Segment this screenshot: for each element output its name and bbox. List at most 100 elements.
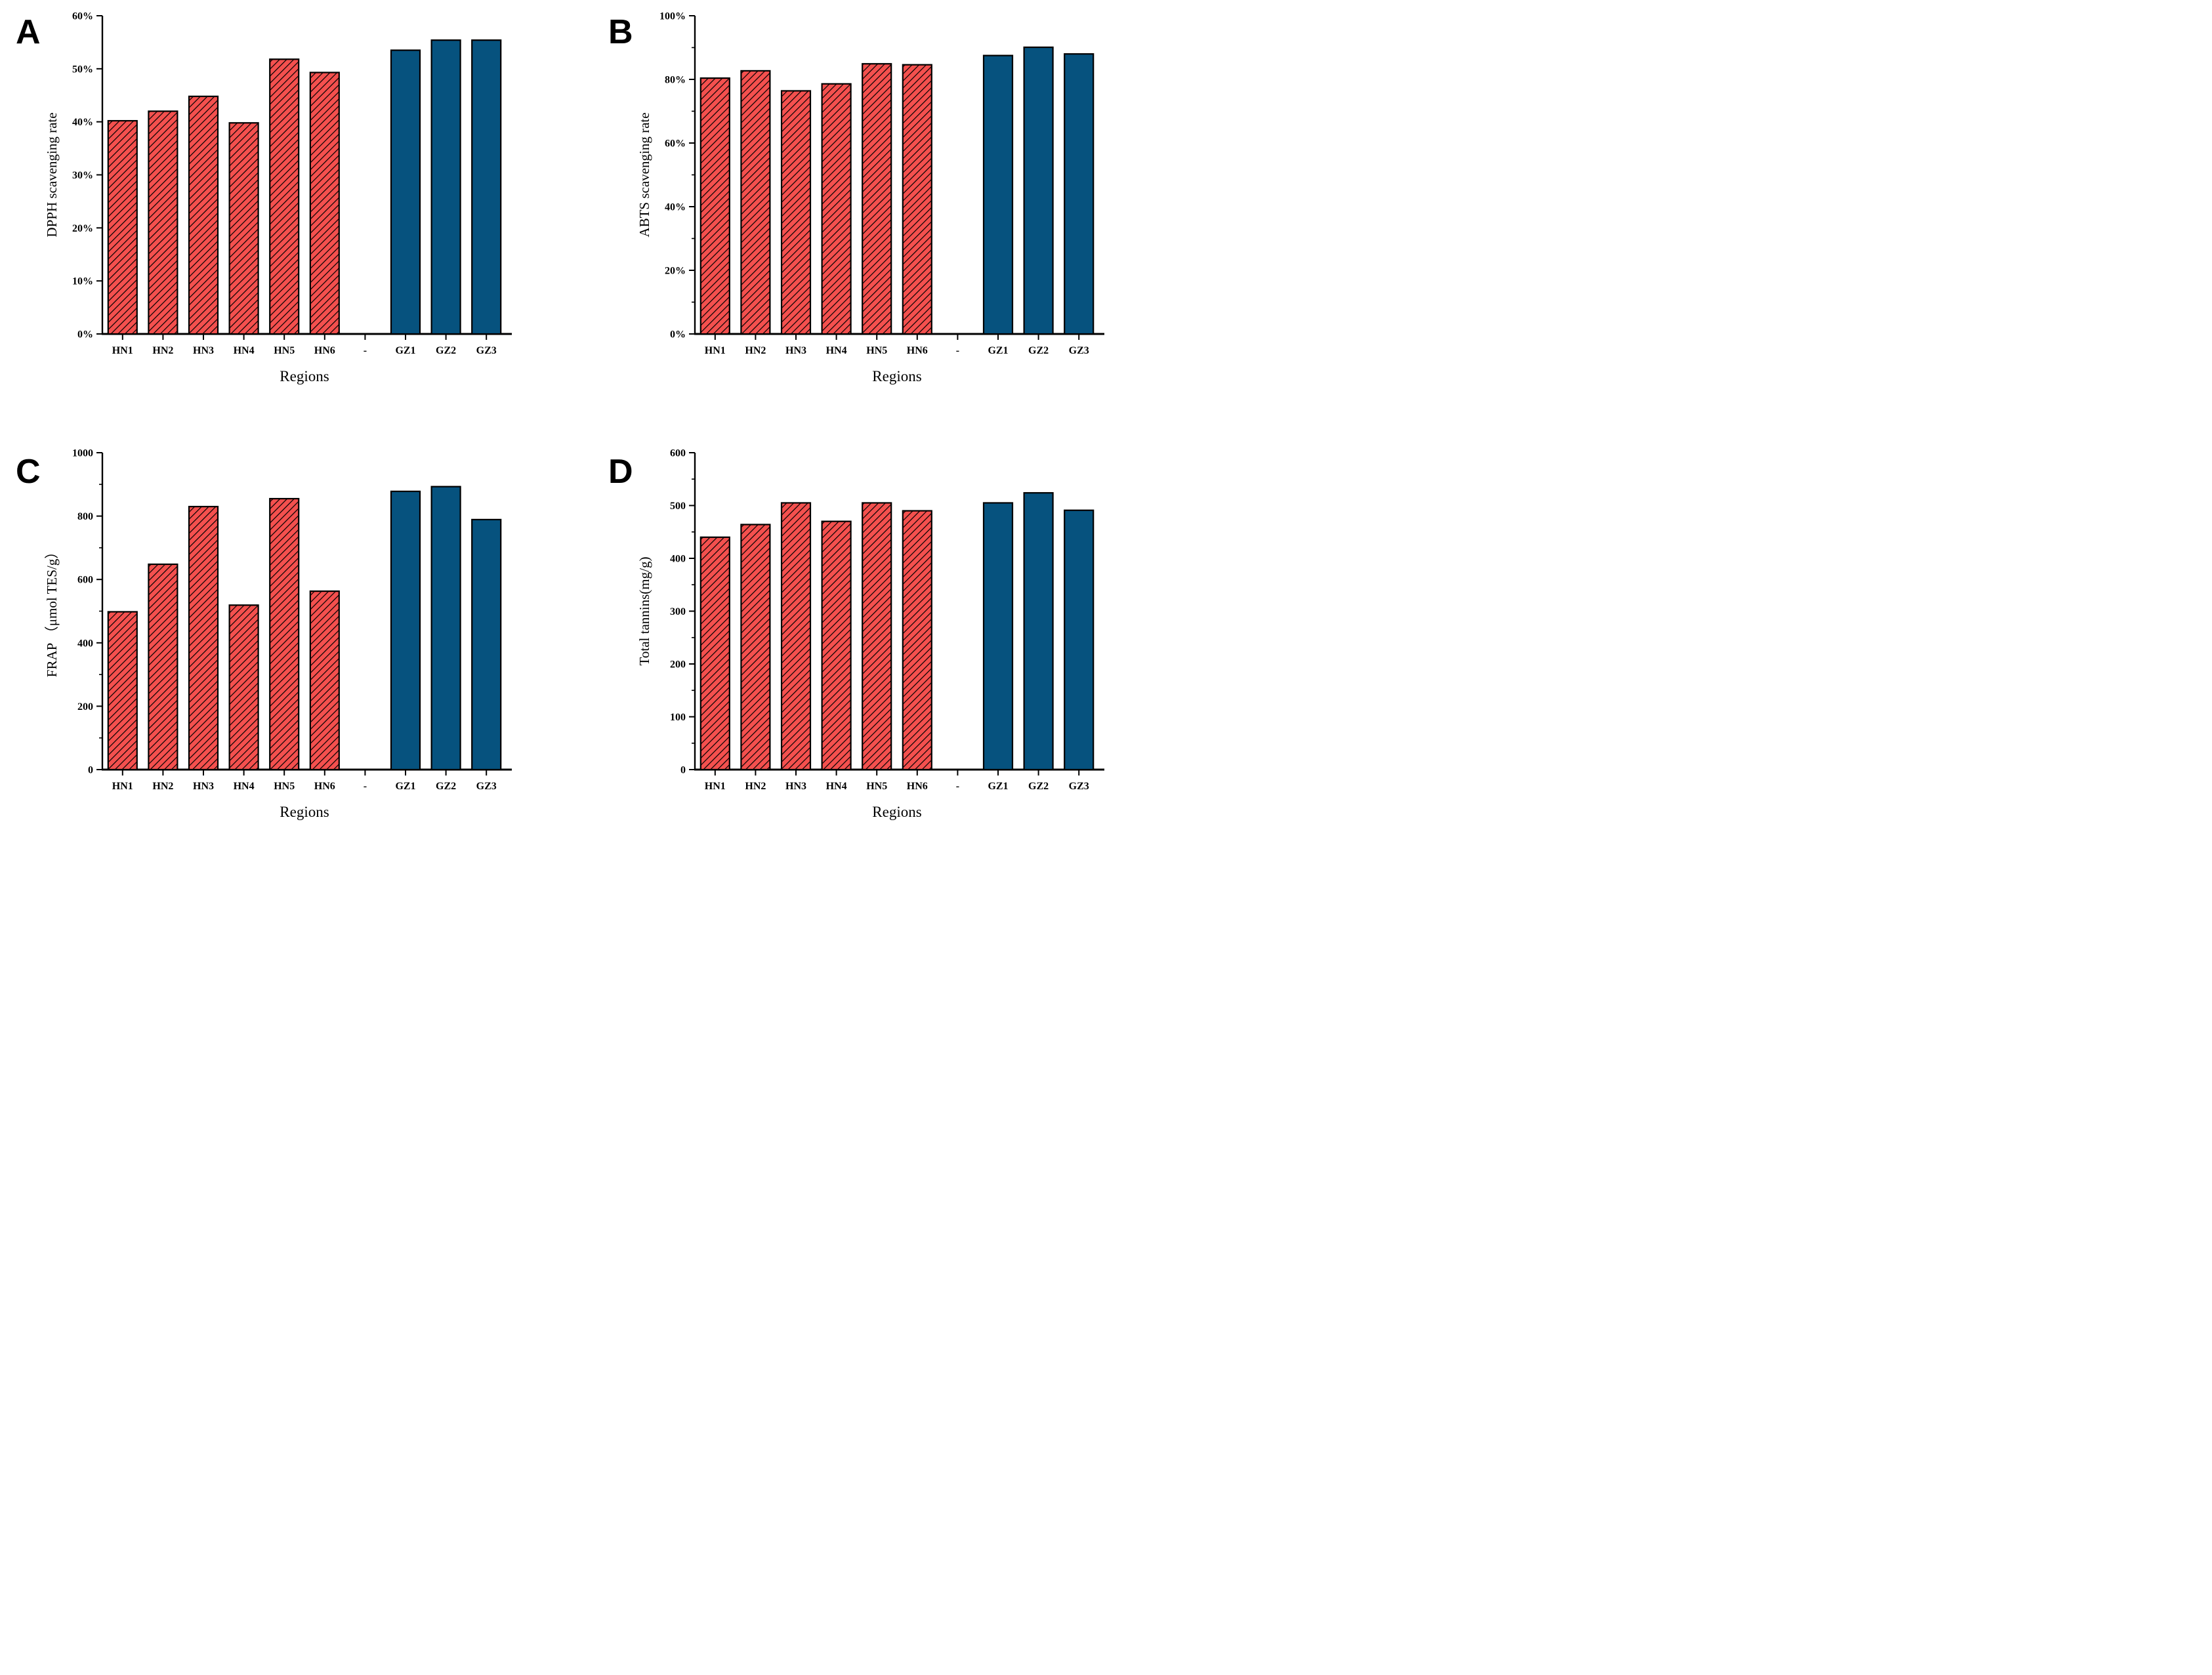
x-tick-label: HN5: [866, 345, 887, 356]
x-tick-label: HN4: [234, 781, 255, 792]
bar-GZ2: [1023, 46, 1054, 335]
x-tick-label: HN5: [866, 781, 887, 792]
panel-letter: B: [608, 13, 633, 51]
bar-HN5: [269, 497, 300, 771]
bar-HN2: [148, 563, 178, 771]
y-axis-title: DPPH scavenging rate: [44, 112, 60, 237]
chart-svg-panel-d: D Total tannins(mg/g) 0 100 200 300 400 500 600 H…: [608, 448, 1104, 820]
x-tick-label: HN6: [907, 781, 928, 792]
y-tick-label: 1000: [72, 448, 93, 459]
x-tick-label: GZ2: [1028, 345, 1049, 356]
x-tick-label: HN6: [314, 781, 335, 792]
bar-HN1: [107, 119, 138, 335]
y-axis-title: ABTS scavenging rate: [636, 112, 652, 237]
bar-HN1: [699, 536, 730, 771]
x-tick-label: HN1: [112, 781, 133, 792]
bar-HN6: [309, 590, 340, 771]
x-tick-label: -: [956, 345, 959, 356]
y-tick-label: 10%: [72, 276, 93, 287]
x-tick-label: -: [956, 781, 959, 792]
bar-GZ3: [471, 39, 502, 335]
bar-GZ1: [390, 490, 421, 771]
x-tick-label: HN1: [705, 345, 726, 356]
bar-HN3: [780, 502, 812, 771]
y-tick-label: 600: [77, 575, 93, 586]
y-tick-label: 200: [670, 659, 686, 671]
y-tick-label: 400: [670, 554, 686, 565]
x-axis-title: Regions: [872, 368, 921, 384]
panel-a-dpph-chart: A DPPH scavenging rate 0% 10% 20% 30% 40% 50% 60…: [0, 0, 553, 419]
x-tick-label: GZ1: [395, 781, 415, 792]
bar-HN4: [821, 83, 852, 335]
y-tick-label: 300: [670, 606, 686, 617]
chart-svg-panel-c: C FRAP （μmol TES/g） 0 200 400 600 800 1000 HN1 HN…: [16, 448, 512, 820]
bar-HN4: [228, 122, 259, 335]
bar-HN6: [309, 72, 340, 335]
x-tick-label: HN3: [785, 345, 806, 356]
bar-HN4: [228, 604, 259, 771]
x-tick-label: HN4: [826, 345, 847, 356]
y-tick-label: 0%: [670, 329, 686, 341]
bar-GZ1: [390, 49, 421, 335]
bar-HN6: [902, 510, 932, 771]
x-tick-label: HN6: [907, 345, 928, 356]
panel-b-abts-chart: B ABTS scavenging rate 0% 20% 40% 60% 80% 100% H…: [553, 0, 1106, 419]
chart-svg-panel-b: B ABTS scavenging rate 0% 20% 40% 60% 80% 100% H…: [608, 11, 1104, 384]
bar-HN2: [740, 70, 771, 335]
x-tick-label: HN4: [826, 781, 847, 792]
y-axis-title: Total tannins(mg/g): [636, 557, 652, 666]
y-tick-label: 60%: [665, 138, 686, 150]
x-tick-label: HN1: [705, 781, 726, 792]
y-tick-label: 80%: [665, 75, 686, 86]
bar-GZ2: [1023, 492, 1054, 771]
y-tick-label: 100%: [659, 11, 686, 22]
x-tick-label: HN5: [274, 345, 295, 356]
x-tick-label: -: [364, 781, 367, 792]
bar-GZ1: [982, 54, 1014, 335]
y-tick-label: 500: [670, 501, 686, 512]
x-axis-title: Regions: [280, 804, 329, 820]
four-panel-bar-figure: A DPPH scavenging rate 0% 10% 20% 30% 40% 50% 60…: [0, 0, 1106, 838]
bar-GZ3: [1064, 53, 1095, 335]
bar-HN4: [821, 520, 852, 771]
x-tick-label: GZ3: [1069, 781, 1089, 792]
y-tick-label: 200: [77, 701, 93, 713]
x-tick-label: GZ1: [988, 345, 1008, 356]
bar-HN5: [269, 58, 300, 335]
bar-GZ2: [430, 486, 461, 771]
panel-letter: C: [16, 453, 41, 491]
panel-d-tannins-chart: D Total tannins(mg/g) 0 100 200 300 400 500 600 H…: [553, 419, 1106, 838]
y-tick-label: 100: [670, 712, 686, 723]
y-tick-label: 0: [88, 765, 93, 776]
y-tick-label: 60%: [72, 11, 93, 22]
x-tick-label: HN3: [193, 781, 214, 792]
x-tick-label: HN2: [152, 345, 173, 356]
x-tick-label: HN3: [193, 345, 214, 356]
x-tick-label: -: [364, 345, 367, 356]
bar-HN3: [780, 90, 812, 335]
y-tick-label: 0%: [77, 329, 93, 341]
y-tick-label: 400: [77, 638, 93, 649]
chart-svg-panel-a: A DPPH scavenging rate 0% 10% 20% 30% 40% 50% 60…: [16, 11, 512, 384]
x-tick-label: GZ2: [436, 345, 456, 356]
x-tick-label: HN3: [785, 781, 806, 792]
bar-HN3: [188, 95, 219, 335]
bar-HN3: [188, 506, 219, 771]
x-axis-title: Regions: [872, 804, 921, 820]
bar-HN5: [862, 63, 892, 335]
bar-HN2: [148, 110, 178, 335]
y-tick-label: 800: [77, 511, 93, 522]
y-tick-label: 20%: [72, 223, 93, 234]
bar-GZ3: [1064, 509, 1095, 771]
panel-letter: D: [608, 453, 633, 491]
bar-GZ1: [982, 502, 1014, 771]
bar-HN5: [862, 502, 892, 771]
y-tick-label: 0: [680, 765, 686, 776]
bar-HN1: [107, 611, 138, 771]
x-tick-label: GZ1: [395, 345, 415, 356]
panel-c-frap-chart: C FRAP （μmol TES/g） 0 200 400 600 800 1000 HN1 HN…: [0, 419, 553, 838]
x-tick-label: HN6: [314, 345, 335, 356]
x-tick-label: HN2: [745, 781, 766, 792]
x-tick-label: HN2: [152, 781, 173, 792]
x-tick-label: HN1: [112, 345, 133, 356]
